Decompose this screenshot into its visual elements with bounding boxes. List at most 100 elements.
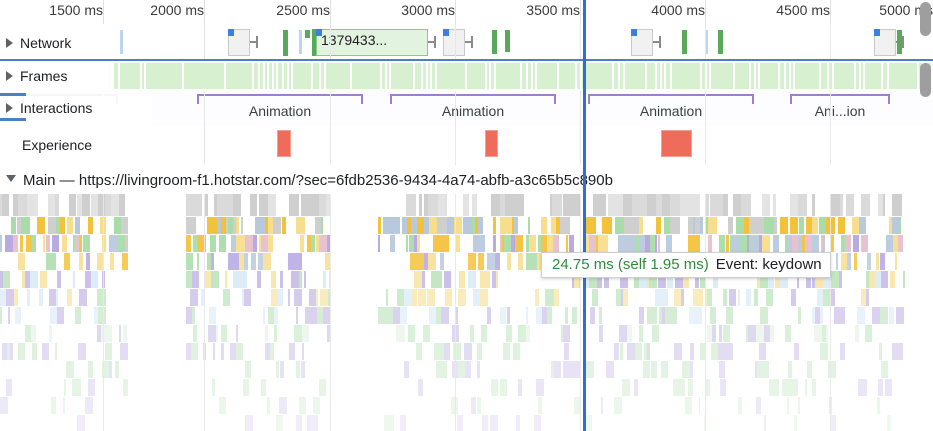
flame-chart-bar[interactable] — [593, 194, 603, 216]
flame-chart-bar[interactable] — [18, 343, 25, 360]
flame-chart-bar[interactable] — [0, 235, 2, 252]
flame-chart-bar[interactable] — [764, 217, 774, 234]
frame-block[interactable] — [326, 63, 352, 89]
flame-chart-bar[interactable] — [807, 361, 809, 378]
flame-chart-bar[interactable] — [305, 307, 309, 324]
flame-chart-bar[interactable] — [896, 307, 904, 324]
flame-chart-bar[interactable] — [0, 289, 6, 306]
frame-block[interactable] — [467, 63, 487, 89]
flame-chart-bar[interactable] — [890, 271, 895, 288]
flame-chart-bar[interactable] — [416, 343, 420, 360]
flame-chart-bar[interactable] — [64, 379, 66, 396]
frame-block[interactable] — [786, 63, 791, 89]
flame-chart-bar[interactable] — [328, 289, 330, 306]
flame-chart-bar[interactable] — [109, 235, 117, 252]
flame-chart-bar[interactable] — [219, 397, 226, 414]
flame-chart-bar[interactable] — [881, 361, 888, 378]
flame-chart-bar[interactable] — [291, 271, 299, 288]
network-request-bar[interactable] — [228, 29, 258, 56]
flame-chart-bar[interactable] — [97, 253, 103, 270]
flame-chart-bar[interactable] — [805, 379, 807, 396]
flame-chart-bar[interactable] — [845, 235, 851, 252]
flame-chart-bar[interactable] — [683, 271, 689, 288]
flame-chart-bar[interactable] — [547, 307, 552, 324]
flame-chart-bar[interactable] — [720, 194, 723, 216]
flame-chart-bar[interactable] — [105, 194, 111, 216]
flame-chart-bar[interactable] — [632, 194, 641, 216]
flame-chart-bar[interactable] — [757, 361, 763, 378]
flame-chart-bar[interactable] — [507, 253, 511, 270]
flame-chart-bar[interactable] — [440, 253, 444, 270]
flame-chart-bar[interactable] — [437, 217, 447, 234]
flame-chart-bar[interactable] — [624, 217, 634, 234]
flame-chart-bar[interactable] — [889, 307, 894, 324]
flame-chart-bar[interactable] — [478, 253, 484, 270]
experience-marker[interactable] — [661, 130, 692, 157]
flame-chart-bar[interactable] — [228, 217, 233, 234]
flame-chart-bar[interactable] — [495, 253, 500, 270]
flame-chart-bar[interactable] — [319, 379, 326, 396]
flame-chart-bar[interactable] — [77, 194, 82, 216]
flame-chart-bar[interactable] — [639, 325, 643, 342]
flame-chart-bar[interactable] — [409, 235, 414, 252]
frame-block[interactable] — [760, 63, 780, 89]
flame-chart-bar[interactable] — [666, 235, 672, 252]
flame-chart-bar[interactable] — [755, 217, 764, 234]
flame-chart-bar[interactable] — [195, 194, 202, 216]
flame-chart-bar[interactable] — [451, 397, 458, 414]
flame-chart-bar[interactable] — [634, 271, 639, 288]
flame-chart-bar[interactable] — [655, 289, 662, 306]
flame-chart-bar[interactable] — [659, 307, 662, 324]
flame-chart-bar[interactable] — [241, 217, 243, 234]
flame-chart-bar[interactable] — [288, 253, 296, 270]
flame-chart-bar[interactable] — [487, 253, 495, 270]
flame-chart-bar[interactable] — [812, 379, 816, 396]
flame-chart-bar[interactable] — [468, 271, 476, 288]
flame-chart-bar[interactable] — [321, 217, 323, 234]
flame-chart-bar[interactable] — [831, 271, 839, 288]
flame-chart-bar[interactable] — [763, 361, 769, 378]
interaction-entry[interactable]: Animation — [390, 94, 556, 121]
flame-chart-bar[interactable] — [622, 379, 630, 396]
flame-chart-bar[interactable] — [518, 379, 522, 396]
flame-chart-bar[interactable] — [866, 289, 869, 306]
flame-chart-bar[interactable] — [102, 361, 109, 378]
flame-chart-bar[interactable] — [599, 325, 603, 342]
frame-block[interactable] — [625, 63, 647, 89]
flame-chart-bar[interactable] — [728, 217, 733, 234]
flame-chart-bar[interactable] — [547, 289, 554, 306]
flame-chart-bar[interactable] — [790, 194, 794, 216]
flame-chart-bar[interactable] — [427, 289, 435, 306]
frame-block[interactable] — [791, 63, 795, 89]
flame-chart-bar[interactable] — [798, 194, 807, 216]
flame-chart-bar[interactable] — [233, 217, 236, 234]
frame-block[interactable] — [382, 63, 387, 89]
playhead-cursor[interactable] — [583, 24, 586, 431]
flame-chart-bar[interactable] — [869, 271, 875, 288]
track-frames-header[interactable]: Frames — [0, 61, 114, 91]
flame-chart-bar[interactable] — [760, 271, 768, 288]
flame-chart-bar[interactable] — [552, 194, 562, 216]
flame-chart-bar[interactable] — [213, 343, 215, 360]
flame-chart-bar[interactable] — [105, 343, 112, 360]
flame-chart-bar[interactable] — [439, 361, 447, 378]
flame-chart-bar[interactable] — [411, 217, 417, 234]
flame-chart-bar[interactable] — [602, 217, 612, 234]
flame-chart-bar[interactable] — [422, 271, 425, 288]
frame-block[interactable] — [260, 63, 265, 89]
flame-chart-bar[interactable] — [294, 289, 302, 306]
flame-chart-bar[interactable] — [566, 235, 568, 252]
flame-chart-bar[interactable] — [554, 289, 559, 306]
flame-chart-bar[interactable] — [787, 397, 789, 414]
flame-chart-bar[interactable] — [323, 271, 326, 288]
flame-chart-bar[interactable] — [428, 194, 438, 216]
flame-chart-bar[interactable] — [441, 307, 449, 324]
flame-chart-bar[interactable] — [892, 343, 896, 360]
flame-chart-bar[interactable] — [847, 253, 851, 270]
flame-chart-bar[interactable] — [217, 217, 221, 234]
flame-chart-bar[interactable] — [635, 343, 642, 360]
flame-chart-bar[interactable] — [433, 235, 441, 252]
flame-chart-bar[interactable] — [270, 343, 274, 360]
flame-chart-bar[interactable] — [79, 235, 82, 252]
flame-chart-bar[interactable] — [412, 289, 417, 306]
